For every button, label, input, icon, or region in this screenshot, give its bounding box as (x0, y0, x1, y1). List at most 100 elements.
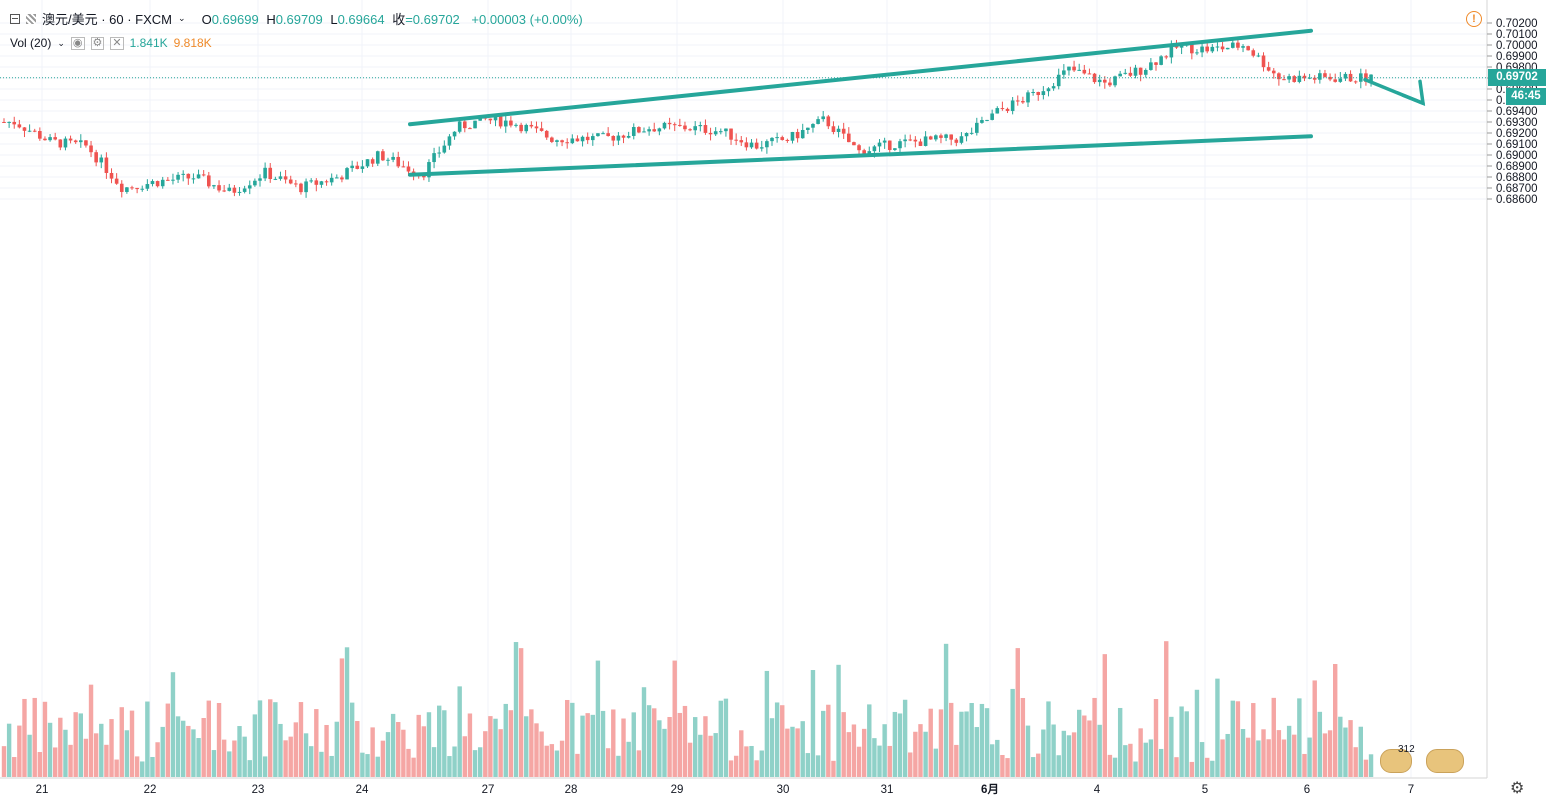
volume-bar (124, 730, 130, 777)
volume-bar (887, 745, 892, 777)
volume-bar (426, 712, 432, 777)
candle-body (759, 147, 764, 149)
volume-bar (908, 752, 913, 777)
candle-body (94, 152, 98, 163)
volume-bar (928, 708, 933, 777)
candle-body (1133, 67, 1138, 76)
volume-bar (1363, 759, 1369, 777)
volume-bar (47, 722, 53, 777)
candle-body (555, 140, 559, 142)
economic-event-icon[interactable] (1426, 749, 1464, 773)
candle-body (729, 128, 733, 140)
volume-bar (698, 734, 703, 777)
candle-body (1051, 86, 1056, 89)
candle-body (524, 124, 529, 132)
price-tick-label: 0.70100 (1496, 29, 1538, 41)
candle-body (913, 139, 918, 142)
volume-bar (1333, 664, 1338, 777)
candle-body (1323, 73, 1327, 77)
candle-body (17, 124, 22, 128)
volume-bar (1066, 735, 1072, 777)
candle-body (770, 137, 774, 142)
candle-body (995, 108, 1000, 114)
volume-bar (897, 713, 903, 777)
volume-bar (1056, 755, 1061, 777)
candle-body (1036, 92, 1041, 96)
candle-body (975, 122, 979, 133)
chevron-down-icon[interactable]: ⌄ (57, 37, 65, 48)
close-icon[interactable]: ✕ (110, 36, 124, 50)
candle-body (22, 127, 27, 131)
candle-body (1292, 76, 1297, 82)
candle-body (273, 178, 278, 180)
candle-body (468, 128, 472, 130)
candle-body (509, 120, 513, 126)
volume-bar (1281, 739, 1287, 777)
volume-bar (1184, 711, 1189, 777)
volume-ma-value: 9.818K (173, 36, 212, 50)
gear-icon[interactable]: ⚙ (1510, 780, 1525, 797)
candle-body (1005, 108, 1010, 111)
candle-body (130, 187, 134, 189)
candle-body (119, 183, 124, 192)
volume-bar (42, 701, 48, 777)
volume-bar (749, 745, 754, 777)
candle-body (1154, 62, 1158, 65)
volume-bar (242, 736, 247, 777)
candle-body (1041, 91, 1046, 96)
volume-bar (12, 757, 17, 777)
candle-body (667, 122, 672, 125)
volume-bar (733, 755, 739, 777)
warning-icon[interactable]: ! (1466, 11, 1482, 27)
candle-body (1021, 101, 1025, 103)
chevron-down-icon[interactable]: ⌄ (178, 13, 186, 23)
volume-bar (1353, 747, 1358, 777)
economic-event-icon[interactable] (1380, 749, 1412, 773)
volume-bar (145, 701, 150, 777)
candle-body (708, 132, 713, 135)
price-tick-label: 0.69400 (1496, 106, 1538, 118)
volume-bar (293, 722, 299, 777)
candle-body (1302, 75, 1307, 79)
volume-bar (1010, 688, 1015, 777)
candle-body (1062, 70, 1066, 75)
volume-bar (1266, 739, 1271, 777)
volume-bar (53, 747, 58, 777)
volume-bar (273, 702, 278, 777)
time-axis: 21 22 23 24 27 28 29 30 31 6月 4 5 6 7 (36, 783, 1415, 796)
candle-body (401, 166, 406, 168)
collapse-icon[interactable] (10, 13, 20, 24)
settings-icon[interactable]: ⚙ (90, 36, 105, 50)
time-tick-label: 27 (482, 784, 495, 796)
candle-body (278, 176, 283, 179)
eye-icon[interactable]: ◉ (70, 36, 85, 50)
price-axis: 0.686000.687000.688000.689000.690000.691… (1487, 18, 1538, 206)
candle-body (488, 118, 493, 121)
volume-bar (600, 710, 606, 777)
volume-bar (836, 664, 841, 777)
volume-bar (518, 648, 524, 777)
candle-body (12, 121, 17, 125)
candle-body (1241, 46, 1245, 48)
candle-body (503, 120, 508, 127)
volume-bar (1046, 701, 1051, 777)
volume-bar (104, 744, 109, 777)
candle-body (207, 175, 211, 187)
candle-body (140, 188, 145, 190)
symbol-title[interactable]: 澳元/美元 · 60 · FXCM (42, 12, 173, 27)
volume-bar (1169, 716, 1174, 777)
volume-label[interactable]: Vol (20) (10, 36, 52, 50)
candle-body (1056, 74, 1061, 87)
volume-bar (974, 727, 979, 777)
candle-body (1113, 76, 1117, 86)
volume-bar (1256, 740, 1261, 777)
candle-body (847, 133, 851, 143)
candle-body (1312, 77, 1317, 80)
candle-body (862, 150, 866, 156)
volume-bar (1276, 730, 1282, 777)
volume-bars (1, 641, 1374, 777)
volume-bar (237, 726, 242, 777)
volume-bar (1312, 680, 1317, 777)
time-tick-label: 30 (777, 784, 790, 796)
